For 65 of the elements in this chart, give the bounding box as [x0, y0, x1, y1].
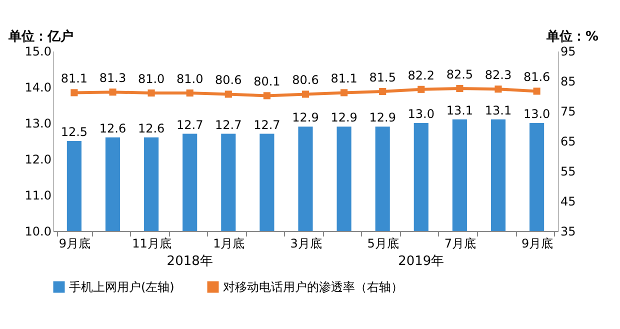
data-label: 80.6 — [292, 73, 319, 88]
point — [224, 90, 232, 98]
text: 2019年 — [398, 254, 444, 269]
data-label: 81.5 — [369, 70, 396, 84]
point — [109, 88, 116, 96]
point — [70, 89, 78, 96]
data-label: 80.6 — [215, 73, 242, 88]
data-label: 81.1 — [60, 72, 88, 86]
data-label: 13.1 — [446, 103, 474, 118]
data-label: 13.0 — [408, 107, 435, 121]
y2-tick-label: 35 — [560, 224, 576, 238]
y2-axis-title: 单位：% — [545, 28, 598, 44]
data-label: 12.6 — [99, 121, 126, 136]
point — [379, 88, 386, 96]
data-label: 12.7 — [254, 118, 280, 132]
y-tick-label: 13.0 — [24, 116, 52, 130]
data-label: 82.2 — [408, 68, 435, 82]
y2-tick-label: 75 — [560, 104, 576, 118]
data-label: 81.3 — [99, 71, 126, 86]
point — [148, 89, 155, 97]
x-tick-label: 7月底 — [444, 236, 476, 250]
y2-tick-label: 45 — [560, 194, 576, 208]
x-tick-label: 11月底 — [132, 236, 172, 250]
y-tick-label: 12.0 — [24, 152, 52, 166]
legend-label: 对移动电话用户的渗透率（右轴） — [223, 280, 403, 294]
data-label: 81.1 — [330, 72, 358, 86]
point — [418, 86, 425, 93]
data-label: 80.1 — [254, 74, 280, 89]
y-tick-label: 10.0 — [24, 224, 52, 238]
y-tick-label: 15.0 — [24, 44, 52, 58]
data-label: 82.3 — [484, 68, 512, 82]
data-label: 81.6 — [523, 70, 550, 84]
data-label: 13.0 — [523, 107, 550, 121]
data-label: 82.5 — [446, 68, 474, 82]
x-tick-label: 9月底 — [521, 236, 554, 250]
y2-tick-label: 85 — [560, 74, 576, 88]
data-label: 12.7 — [176, 118, 204, 132]
data-label: 12.6 — [138, 121, 165, 136]
data-label: 12.5 — [60, 125, 88, 139]
legend-label: 手机上网用户(左轴) — [69, 280, 174, 294]
data-label: 81.0 — [176, 72, 204, 86]
point — [302, 90, 310, 98]
x-tick-label: 3月底 — [290, 236, 322, 250]
point — [533, 88, 540, 95]
y-axis-title: 单位：亿户 — [8, 28, 74, 44]
point — [186, 89, 194, 97]
data-label: 12.9 — [292, 110, 319, 125]
y-tick-label: 14.0 — [24, 80, 52, 94]
point — [456, 84, 464, 92]
data-label: 12.9 — [369, 110, 396, 125]
point — [494, 86, 502, 93]
point — [263, 92, 270, 100]
y2-tick-label: 65 — [560, 134, 576, 148]
data-label: 13.1 — [484, 103, 512, 118]
data-label: 81.0 — [138, 72, 165, 86]
data-label: 12.7 — [215, 118, 242, 132]
x-tick-label: 5月底 — [367, 236, 399, 250]
point — [340, 89, 348, 96]
y2-tick-label: 95 — [560, 44, 576, 58]
x-tick-label: 1月底 — [213, 236, 245, 250]
text: 2018年 — [166, 254, 213, 269]
x-tick-label: 9月底 — [58, 236, 91, 250]
y-tick-label: 11.0 — [24, 188, 52, 202]
data-label: 12.9 — [330, 110, 358, 125]
y2-tick-label: 55 — [560, 164, 576, 178]
